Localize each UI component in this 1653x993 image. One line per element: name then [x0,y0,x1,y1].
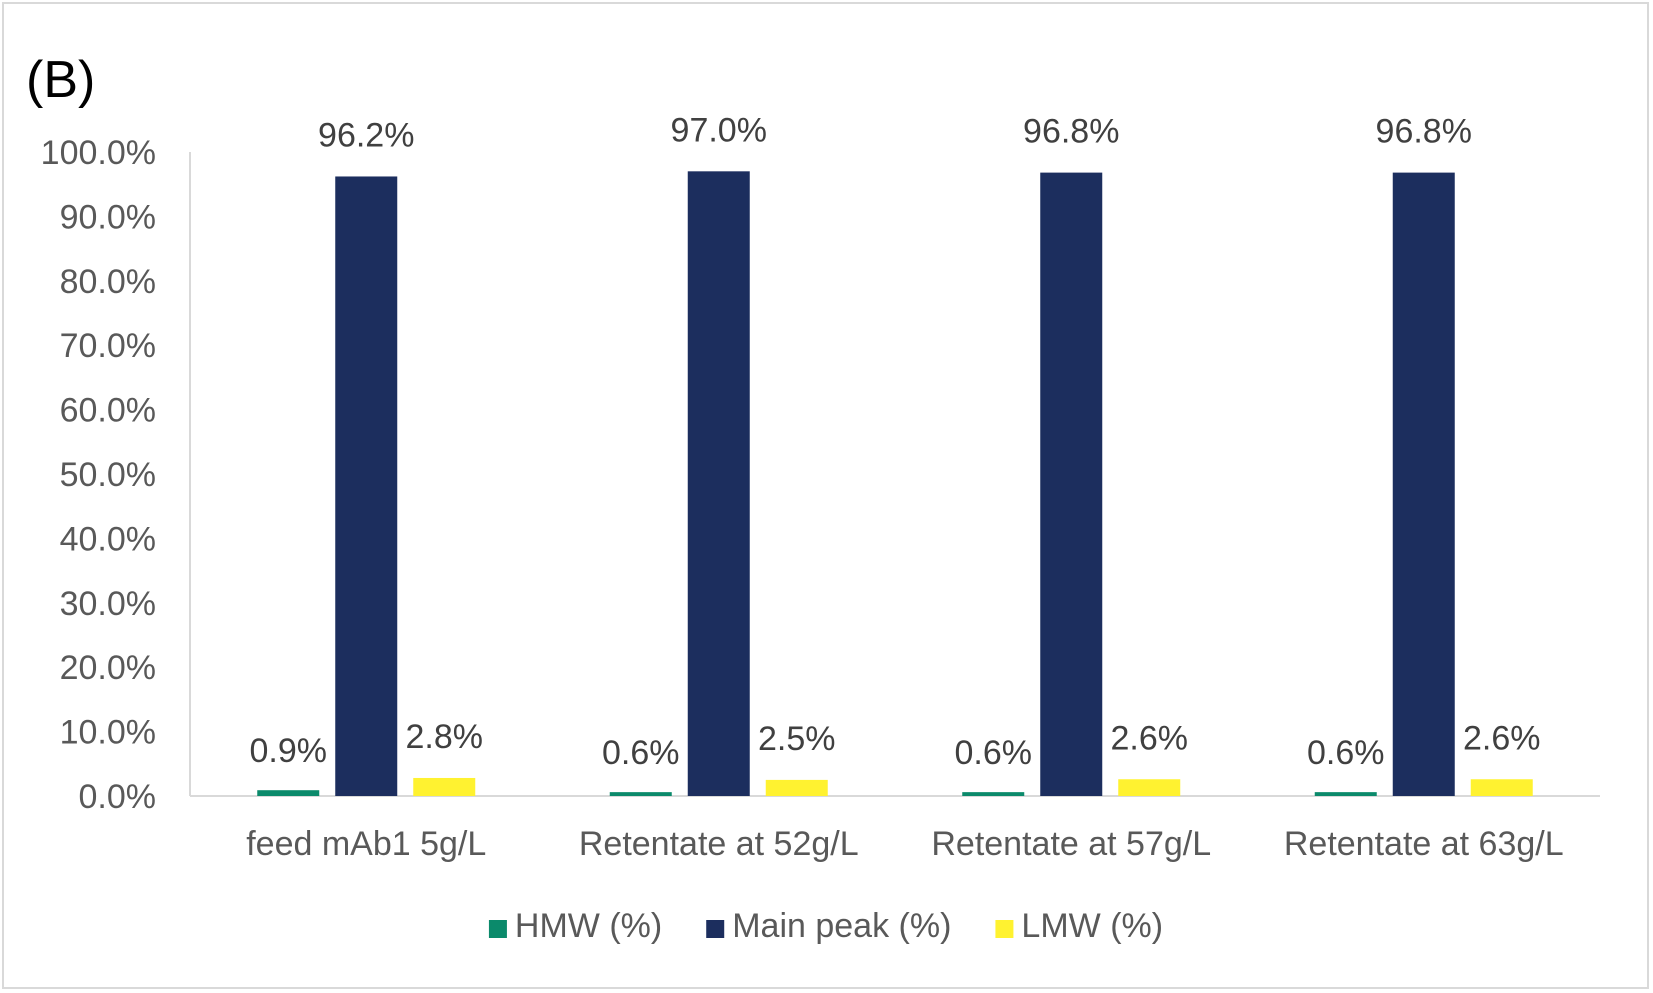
category-label: feed mAb1 5g/L [246,825,486,863]
data-label: 96.8% [1376,113,1472,151]
data-label: 2.6% [1111,719,1189,757]
category-labels-group: feed mAb1 5g/L Retentate at 52g/L Retentat… [246,825,1563,863]
panel-label: (B) [26,51,95,109]
legend-swatch [995,920,1014,938]
y-tick-label: 0.0% [79,778,157,816]
bar [413,777,476,796]
bar [765,779,828,796]
legend-item: Main peak (%) [706,907,951,945]
data-label: 2.5% [758,720,836,758]
legend-item: HMW (%) [488,907,662,945]
data-label: 96.2% [318,116,414,154]
bar [257,790,320,796]
y-tick-label: 60.0% [60,392,156,430]
data-label: 96.8% [1023,113,1119,151]
y-tick-label: 70.0% [60,327,156,365]
y-tick-label: 50.0% [60,456,156,494]
legend-swatch [706,920,725,938]
bar [609,792,672,796]
bar [687,171,750,796]
data-label: 0.6% [1307,734,1385,772]
y-tick-label: 90.0% [60,198,156,236]
data-label: 97.0% [671,111,767,149]
bar [1392,172,1455,796]
bar [1470,779,1533,796]
category-label: Retentate at 57g/L [931,825,1211,863]
y-tick-label: 30.0% [60,585,156,623]
bars-group [257,171,1533,797]
y-tick-label: 80.0% [60,263,156,301]
y-axis-ticks: 0.0% 10.0% 20.0% 30.0% 40.0% 50.0% 60.0% 70.0% 8… [41,134,156,816]
bar [1314,792,1377,796]
bar [962,792,1025,796]
data-label: 0.6% [955,734,1033,772]
legend-label: LMW (%) [1021,907,1163,945]
legend-label: Main peak (%) [732,907,951,945]
data-label: 2.6% [1463,719,1541,757]
y-tick-label: 10.0% [60,714,156,752]
data-label: 2.8% [406,718,484,756]
data-label: 0.6% [602,734,680,772]
y-tick-label: 20.0% [60,649,156,687]
legend-swatch [488,920,507,938]
data-labels-group: 0.9% 96.2% 2.8% 0.6% 97.0% 2.5% 0.6% 96.8% 2.6% 0… [250,111,1541,772]
bar [1040,172,1103,796]
bar [335,176,398,797]
legend-label: HMW (%) [515,907,662,945]
data-label: 0.9% [250,732,328,770]
bar [1118,779,1181,796]
y-tick-label: 40.0% [60,520,156,558]
legend-item: LMW (%) [995,907,1163,945]
category-label: Retentate at 52g/L [579,825,859,863]
y-tick-label: 100.0% [41,134,156,172]
legend: HMW (%) Main peak (%) LMW (%) [488,907,1163,945]
category-label: Retentate at 63g/L [1284,825,1564,863]
